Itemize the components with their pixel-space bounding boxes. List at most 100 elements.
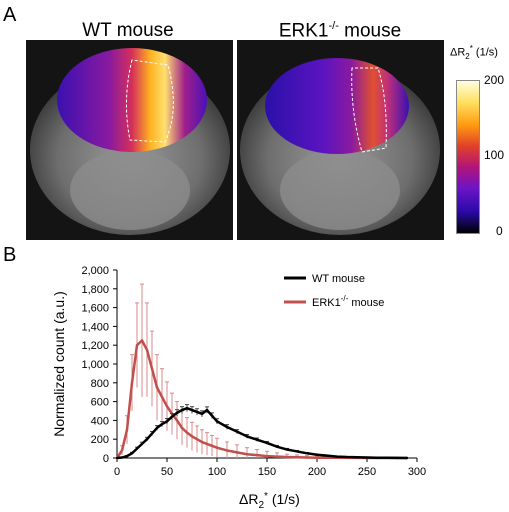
data-point <box>215 420 219 423</box>
erk1-title-base: ERK1 <box>278 20 329 42</box>
data-point <box>245 453 249 456</box>
data-point <box>190 435 194 438</box>
data-point <box>225 425 229 429</box>
data-point <box>255 438 259 441</box>
y-tick-label: 1,800 <box>81 284 109 296</box>
data-point <box>295 450 299 453</box>
data-point <box>405 456 409 460</box>
data-point <box>305 452 309 455</box>
data-point <box>200 440 204 444</box>
data-point <box>225 449 229 452</box>
colorbar-tick-200: 200 <box>484 73 505 87</box>
data-point <box>315 453 319 456</box>
y-tick-label: 1,400 <box>81 321 109 333</box>
y-tick-label: 1,200 <box>81 340 109 352</box>
legend-label: ERK1-/- mouse <box>312 294 384 309</box>
data-point <box>115 456 119 460</box>
panel-a-letter: A <box>3 4 17 26</box>
data-point <box>155 426 159 430</box>
data-point <box>180 426 184 430</box>
x-tick-label: 0 <box>114 466 120 478</box>
x-tick-label: 250 <box>358 466 376 478</box>
data-point <box>160 422 164 426</box>
data-point <box>245 435 249 438</box>
colorbar-label-sub: 2 <box>465 51 470 61</box>
data-point <box>185 406 189 410</box>
data-point <box>200 412 204 416</box>
data-point <box>395 456 399 460</box>
data-point <box>170 415 174 418</box>
data-point <box>150 367 154 370</box>
data-point <box>130 381 134 384</box>
colorbar-label-sup: * <box>469 44 473 53</box>
data-point <box>215 446 219 449</box>
data-point <box>160 395 164 399</box>
data-point <box>180 408 184 412</box>
series-line <box>116 406 408 460</box>
x-tick-label: 300 <box>408 466 426 478</box>
erk1-lower-head <box>280 150 400 230</box>
data-point <box>175 419 179 422</box>
data-point <box>285 455 289 459</box>
erk1-brain-map <box>265 58 409 154</box>
y-tick-label: 1,000 <box>81 359 109 371</box>
series-line <box>115 339 407 460</box>
data-point <box>210 414 214 417</box>
y-tick-label: 800 <box>91 378 109 390</box>
y-tick-label: 400 <box>91 415 109 427</box>
data-point <box>120 456 124 459</box>
data-point <box>365 456 369 459</box>
data-point <box>335 455 339 458</box>
colorbar-ticks: 200 100 0 <box>484 73 509 238</box>
data-point <box>375 456 379 459</box>
data-point <box>125 454 129 458</box>
colorbar-tick-0: 0 <box>496 224 503 238</box>
y-tick-label: 0 <box>103 453 109 465</box>
colorbar-tick-100: 100 <box>484 148 505 162</box>
data-point <box>145 438 149 441</box>
data-point <box>165 420 169 423</box>
data-point <box>205 408 209 412</box>
data-point <box>205 442 209 446</box>
histogram-chart: 0 200 400 600 800 1,000 1,200 1,400 1,600 1,800 2,… <box>51 265 426 511</box>
data-point <box>175 411 179 415</box>
erk1-title-sup: -/- <box>328 20 339 32</box>
data-point <box>185 431 189 434</box>
colorbar-label-main: ΔR <box>450 46 466 59</box>
data-point <box>190 408 194 412</box>
data-point <box>140 442 144 446</box>
data-point <box>305 456 309 459</box>
erk1-title-rest: mouse <box>338 20 402 42</box>
data-point <box>295 456 299 459</box>
data-point <box>265 441 269 445</box>
data-point <box>120 449 124 452</box>
x-tick-label: 200 <box>308 466 326 478</box>
panel-b-letter: B <box>3 244 17 266</box>
y-tick-label: 600 <box>91 397 109 409</box>
data-point <box>325 454 329 457</box>
wt-lower-head <box>70 150 190 230</box>
data-point <box>385 456 389 460</box>
wt-roi-outline <box>125 59 174 143</box>
data-point <box>150 432 154 435</box>
data-point <box>355 456 359 459</box>
colorbar <box>456 80 480 234</box>
y-tick-label: 200 <box>91 434 109 446</box>
data-point <box>235 451 239 454</box>
wt-image-title: WT mouse <box>82 20 174 41</box>
data-point <box>165 405 169 408</box>
data-point <box>345 455 349 459</box>
data-point <box>315 456 319 459</box>
data-point <box>285 448 289 451</box>
erk1-image-title: ERK1-/- mouse <box>240 20 440 42</box>
data-point <box>125 428 129 431</box>
colorbar-label: ΔR2* (1/s) <box>450 44 498 61</box>
y-tick-label: 1,600 <box>81 303 109 315</box>
data-point <box>275 455 279 458</box>
data-point <box>130 452 134 455</box>
wt-brain-map <box>57 48 207 152</box>
data-point <box>255 453 259 457</box>
data-point <box>135 447 139 450</box>
data-point <box>145 348 149 352</box>
legend-label: WT mouse <box>312 273 365 285</box>
